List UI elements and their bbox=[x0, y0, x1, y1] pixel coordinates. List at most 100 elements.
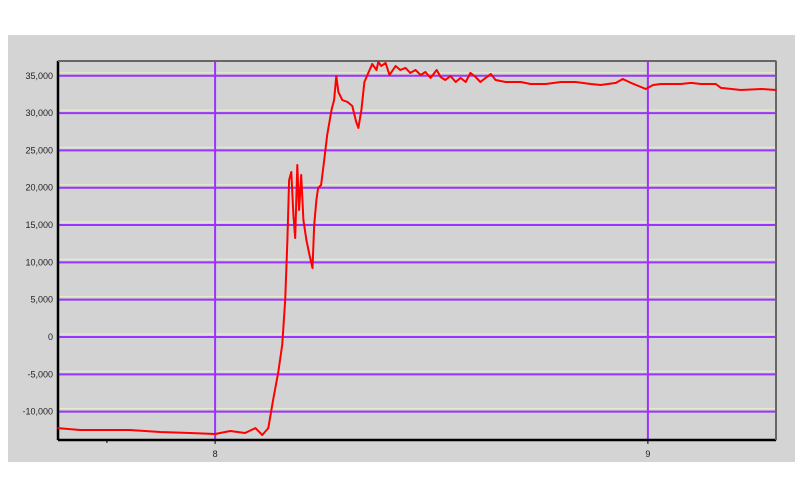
data-point bbox=[254, 427, 257, 429]
data-point bbox=[308, 254, 311, 256]
data-point bbox=[292, 214, 295, 216]
x-tick-label: 8 bbox=[213, 449, 218, 459]
data-point bbox=[337, 91, 340, 93]
y-tick-label: 30,000 bbox=[25, 108, 53, 118]
data-point bbox=[298, 209, 300, 211]
data-point bbox=[229, 430, 232, 432]
data-point bbox=[409, 72, 412, 74]
data-point bbox=[560, 81, 562, 83]
data-point bbox=[244, 432, 246, 434]
data-point bbox=[326, 134, 328, 136]
data-point bbox=[679, 83, 682, 85]
data-point bbox=[366, 74, 369, 76]
data-point bbox=[394, 65, 397, 67]
data-point bbox=[544, 83, 547, 85]
data-point bbox=[261, 434, 264, 436]
data-point bbox=[302, 219, 305, 221]
data-point bbox=[377, 61, 380, 63]
data-point bbox=[305, 239, 308, 241]
data-point bbox=[277, 371, 280, 373]
y-tick-label: 5,000 bbox=[30, 295, 53, 305]
data-point bbox=[351, 105, 354, 107]
data-point bbox=[589, 83, 592, 85]
data-point bbox=[313, 224, 316, 226]
data-point bbox=[371, 63, 374, 65]
data-point bbox=[300, 174, 303, 176]
data-point bbox=[214, 433, 216, 435]
y-tick-label: -10,000 bbox=[22, 407, 53, 417]
data-point bbox=[315, 199, 318, 201]
data-point bbox=[599, 84, 602, 86]
data-point bbox=[660, 83, 662, 85]
data-point bbox=[489, 73, 492, 75]
data-point bbox=[79, 429, 81, 431]
y-tick-label: 0 bbox=[48, 332, 53, 342]
data-point bbox=[346, 101, 349, 103]
data-point bbox=[333, 99, 335, 101]
data-point bbox=[296, 164, 299, 166]
data-point bbox=[529, 83, 532, 85]
data-point bbox=[267, 427, 270, 429]
data-point bbox=[760, 88, 763, 90]
data-point bbox=[323, 159, 325, 161]
data-point bbox=[469, 72, 472, 74]
data-point bbox=[281, 344, 283, 346]
data-point bbox=[341, 99, 344, 101]
data-point bbox=[615, 82, 617, 84]
data-point bbox=[435, 69, 438, 71]
series-line bbox=[57, 61, 777, 436]
y-tick-label: 35,000 bbox=[25, 71, 53, 81]
data-point bbox=[504, 81, 507, 83]
data-point bbox=[360, 109, 363, 111]
data-point bbox=[621, 78, 624, 80]
data-point bbox=[640, 86, 642, 88]
data-point bbox=[311, 267, 314, 269]
data-point bbox=[700, 83, 702, 85]
data-point bbox=[380, 65, 383, 67]
data-point bbox=[474, 76, 477, 78]
data-point bbox=[775, 89, 777, 91]
data-point bbox=[57, 427, 59, 429]
data-point bbox=[357, 127, 360, 129]
data-point bbox=[317, 187, 319, 189]
data-point bbox=[740, 89, 742, 91]
data-point bbox=[454, 81, 457, 83]
data-point bbox=[388, 74, 391, 76]
data-point bbox=[294, 237, 296, 239]
data-point bbox=[479, 81, 482, 83]
data-point bbox=[404, 67, 407, 69]
data-point bbox=[439, 76, 442, 78]
y-tick-label: -5,000 bbox=[27, 369, 53, 379]
data-point bbox=[574, 81, 577, 83]
y-tick-label: 25,000 bbox=[25, 145, 53, 155]
data-point bbox=[375, 69, 378, 71]
data-point bbox=[272, 399, 274, 401]
data-point bbox=[330, 109, 333, 111]
data-point bbox=[484, 77, 487, 79]
data-point bbox=[459, 77, 462, 79]
data-point bbox=[384, 62, 387, 64]
data-point bbox=[715, 83, 717, 85]
data-point bbox=[99, 429, 101, 431]
data-point bbox=[644, 88, 647, 90]
plot-area bbox=[57, 60, 777, 441]
data-point bbox=[363, 81, 366, 83]
data-point bbox=[399, 69, 402, 71]
data-point bbox=[652, 84, 654, 86]
data-point bbox=[129, 429, 131, 431]
data-point bbox=[720, 87, 722, 89]
data-point bbox=[414, 69, 417, 71]
data-point bbox=[419, 74, 422, 76]
data-point bbox=[494, 79, 497, 81]
data-point bbox=[284, 299, 287, 301]
data-point bbox=[424, 71, 427, 73]
data-point bbox=[189, 432, 191, 434]
x-tick-label: 9 bbox=[645, 449, 650, 459]
data-point bbox=[630, 82, 632, 84]
data-point bbox=[444, 79, 447, 81]
y-tick-label: 10,000 bbox=[25, 257, 53, 267]
data-point bbox=[690, 82, 692, 84]
data-point bbox=[464, 81, 467, 83]
data-point bbox=[335, 75, 338, 77]
data-point bbox=[159, 431, 161, 433]
